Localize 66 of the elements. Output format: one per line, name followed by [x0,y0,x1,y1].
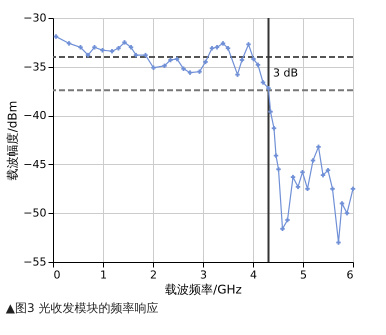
point [78,45,83,50]
point [197,69,202,74]
point [181,66,186,71]
point [260,80,266,85]
point [266,86,271,91]
point [188,70,192,75]
point [66,41,72,46]
x-tick-label: 4 [250,268,257,282]
y-tick-label: −45 [23,158,46,171]
point [305,186,310,192]
point [100,48,105,52]
point [226,46,230,50]
x-tick-label: 6 [346,268,354,282]
point [210,46,214,50]
y-tick-label: −40 [23,109,46,122]
x-tick-label: 1 [100,268,107,282]
point [122,40,127,45]
point [246,42,251,47]
point [220,41,226,46]
point [296,184,300,190]
y-tick-label: −50 [23,206,46,220]
x-tick-label: 5 [300,268,307,282]
point [330,186,335,192]
point [344,210,350,216]
point [151,66,156,70]
y-tick-label: −35 [23,60,46,74]
point [174,56,180,62]
point [280,226,285,232]
y-tick-label: −55 [23,256,46,268]
point [162,64,167,68]
point [320,172,326,178]
point [336,240,341,245]
point [203,60,208,64]
point [272,126,276,131]
point [54,34,58,39]
point [168,58,173,62]
point [316,144,321,150]
point [340,201,344,206]
point [350,186,356,192]
point [214,45,220,50]
point [92,45,97,50]
point [128,45,134,50]
x-tick-label: 0 [54,268,60,282]
point [274,153,278,158]
point [143,52,148,58]
point [116,46,121,50]
point [235,72,240,77]
point [110,48,114,54]
point [240,58,244,62]
point [86,52,90,58]
annotation: 3 dB [273,66,298,80]
point [134,52,138,58]
point [251,56,256,62]
point [290,174,296,180]
point [326,168,330,172]
x-tick-label: 2 [150,268,157,282]
point [256,62,260,68]
y-axis-title: 载波幅度/dBm [5,100,20,180]
y-tick-label: −30 [23,12,46,24]
point [310,158,316,163]
x-tick-label: 3 [200,268,207,282]
point [276,167,281,172]
point [285,218,290,222]
text: ▲图3 光收发模块的频率响应 [6,301,158,315]
x-axis-title: 载波频率/GHz [165,282,242,296]
point [268,109,273,114]
